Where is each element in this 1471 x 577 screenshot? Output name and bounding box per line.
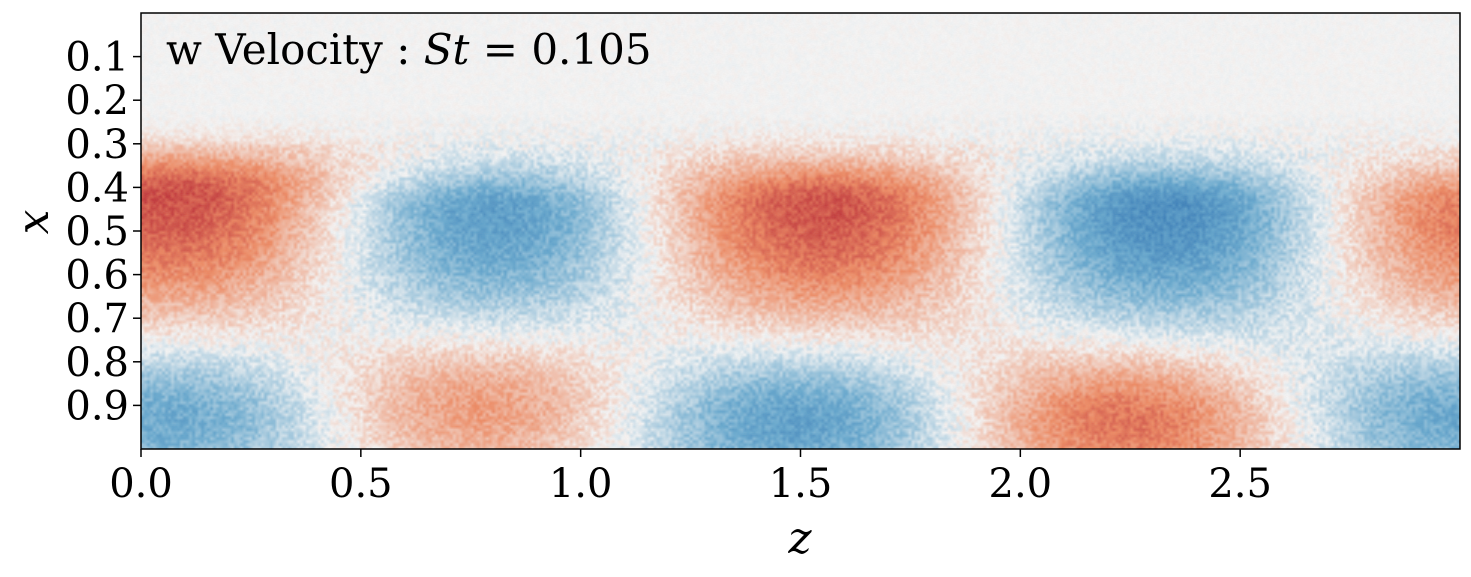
title-equals: = [469, 25, 531, 74]
x-axis-label: z [787, 513, 812, 564]
heatmap-texture [141, 13, 1460, 449]
y-tick-label: 0.6 [65, 253, 129, 299]
y-tick-label: 0.1 [65, 35, 129, 81]
chart-title: w Velocity : St = 0.105 [166, 25, 652, 74]
x-tick-label: 0.0 [109, 461, 173, 507]
y-tick-label: 0.9 [65, 383, 129, 429]
title-symbol: St [424, 25, 470, 74]
plot-area [140, 12, 1461, 450]
x-axis-ticks: 0.0 0.5 1.0 1.5 2.0 2.5 [109, 449, 1272, 507]
x-tick-label: 1.5 [769, 461, 833, 507]
x-tick-label: 2.0 [989, 461, 1053, 507]
y-tick-label: 0.2 [65, 78, 129, 124]
y-tick-label: 0.4 [65, 165, 129, 211]
y-axis-label: x [8, 209, 59, 234]
y-axis-ticks: 0.10.20.30.40.50.60.70.80.9 [65, 35, 141, 429]
y-tick-label: 0.7 [65, 296, 129, 342]
y-tick-label: 0.3 [65, 122, 129, 168]
x-tick-label: 0.5 [329, 461, 393, 507]
x-tick-label: 2.5 [1208, 461, 1272, 507]
title-prefix: w Velocity : [166, 25, 424, 74]
x-tick-label: 1.0 [549, 461, 613, 507]
title-value: 0.105 [531, 25, 651, 74]
y-tick-label: 0.8 [65, 340, 129, 386]
y-tick-label: 0.5 [65, 209, 129, 255]
